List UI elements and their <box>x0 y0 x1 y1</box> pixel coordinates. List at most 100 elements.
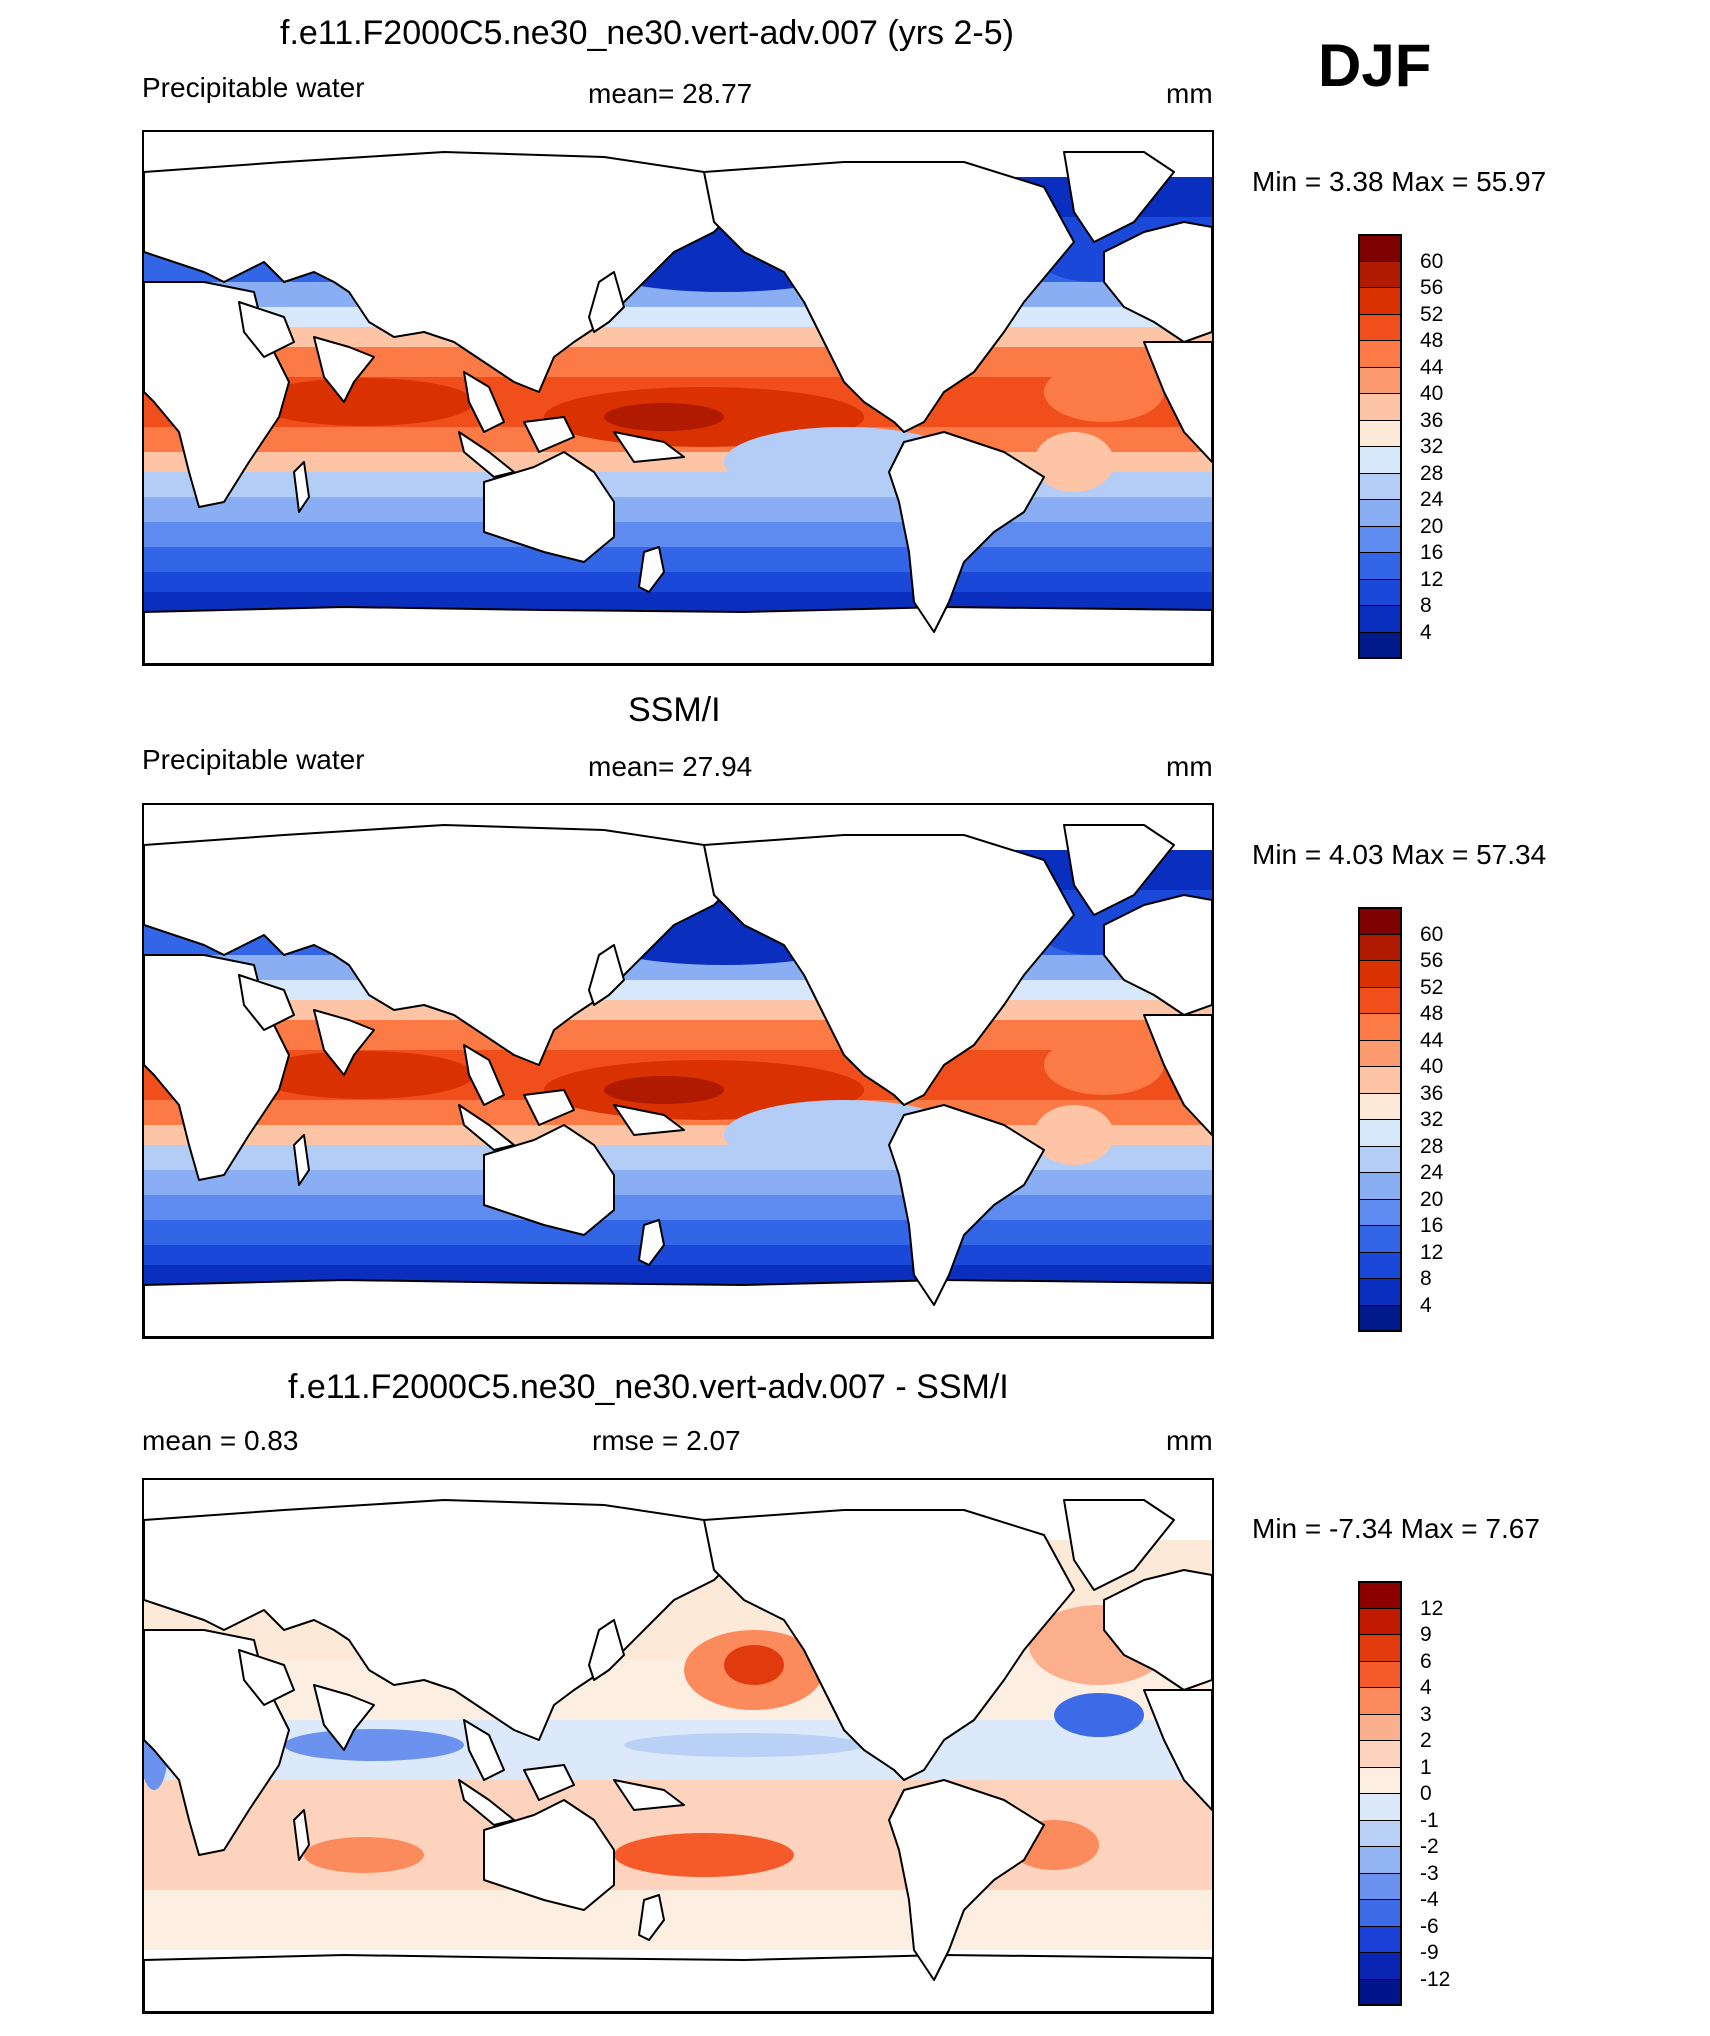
colorbar-swatch <box>1358 1846 1402 1874</box>
land-nz <box>638 1219 665 1266</box>
land-africaE <box>1143 1689 1212 1811</box>
land-arabia <box>238 1649 295 1706</box>
land-namerica <box>703 834 1075 1106</box>
land-madagascar <box>293 1134 310 1186</box>
field-blob <box>724 1645 784 1685</box>
field-blob <box>1054 1693 1144 1737</box>
colorbar-label: 8 <box>1420 1267 1432 1290</box>
field-blob <box>604 1076 724 1104</box>
land-newguinea <box>613 1104 685 1136</box>
land-japan <box>588 1619 625 1681</box>
colorbar-label: -12 <box>1420 1967 1451 1991</box>
colorbar-swatch <box>1358 1251 1402 1279</box>
colorbar-swatch <box>1358 1278 1402 1306</box>
colorbar-label: -4 <box>1420 1888 1439 1911</box>
land-australia <box>483 1799 615 1911</box>
minmax-label: Min = 3.38 Max = 55.97 <box>1252 166 1547 197</box>
land-japan <box>588 944 625 1006</box>
colorbar-label: 48 <box>1420 329 1444 352</box>
field-band <box>144 347 1212 378</box>
land-antarctica <box>144 606 1212 664</box>
colorbar-swatch <box>1358 446 1402 474</box>
colorbar-swatch <box>1358 1740 1402 1768</box>
colorbar-label: 6 <box>1420 1649 1432 1673</box>
colorbar-label: 9 <box>1420 1623 1432 1646</box>
land-india <box>313 336 375 403</box>
field-band <box>144 1220 1212 1246</box>
colorbar-label: 24 <box>1420 488 1444 511</box>
field-blob <box>614 1833 794 1877</box>
land-greenland <box>1063 151 1175 243</box>
colorbar-swatch <box>1358 419 1402 447</box>
colorbar-swatch <box>1358 525 1402 553</box>
colorbar-swatch <box>1358 1119 1402 1147</box>
map-diff <box>142 1478 1214 2014</box>
colorbar-swatch <box>1358 1660 1402 1688</box>
colorbar-label: 1 <box>1420 1755 1432 1779</box>
colorbar-swatch <box>1358 1899 1402 1927</box>
colorbar-swatch <box>1358 1581 1402 1609</box>
land-namerica <box>703 1509 1075 1781</box>
panel-title: f.e11.F2000C5.ne30_ne30.vert-adv.007 (yr… <box>280 14 1014 52</box>
variable-label: Precipitable water <box>142 744 365 775</box>
colorbar-swatch <box>1358 578 1402 606</box>
field-blob <box>254 378 474 426</box>
colorbar-swatch <box>1358 472 1402 500</box>
colorbar-swatch <box>1358 260 1402 288</box>
colorbar-label: 0 <box>1420 1782 1432 1805</box>
colorbar-label: -6 <box>1420 1914 1439 1938</box>
colorbar-label: 60 <box>1420 922 1444 946</box>
colorbar-swatch <box>1358 1225 1402 1253</box>
land-arabia <box>238 301 295 358</box>
colorbar-swatch <box>1358 1634 1402 1662</box>
minmax-label: Min = 4.03 Max = 57.34 <box>1252 839 1547 870</box>
field-band <box>144 307 1212 328</box>
colorbar-label: 12 <box>1420 567 1444 591</box>
field-band <box>144 497 1212 523</box>
field-blob <box>624 1733 864 1757</box>
field-band <box>144 1020 1212 1051</box>
land-samerica <box>888 431 1045 633</box>
colorbar-swatch <box>1358 313 1402 341</box>
colorbar-label: 44 <box>1420 355 1444 379</box>
land-australia <box>483 451 615 563</box>
colorbar-label: 60 <box>1420 249 1444 273</box>
colorbar-label: 24 <box>1420 1161 1444 1184</box>
land-namerica <box>703 161 1075 433</box>
colorbar-label: 12 <box>1420 1596 1444 1620</box>
field-blob <box>304 1837 424 1873</box>
field-band <box>144 980 1212 1001</box>
field-blob <box>1034 432 1114 492</box>
colorbar-swatch <box>1358 1925 1402 1953</box>
mean-label: mean = 0.83 <box>142 1425 299 1456</box>
colorbar-swatch <box>1358 1607 1402 1635</box>
land-greenland <box>1063 1499 1175 1591</box>
colorbar-swatch <box>1358 234 1402 262</box>
field-blob <box>1034 1105 1114 1165</box>
colorbar-label: 2 <box>1420 1729 1432 1752</box>
land-seasia <box>463 1044 505 1106</box>
colorbar-swatch <box>1358 986 1402 1014</box>
land-arabia <box>238 974 295 1031</box>
colorbar-swatch <box>1358 499 1402 527</box>
field-band <box>144 522 1212 548</box>
colorbar-label: 48 <box>1420 1002 1444 1025</box>
colorbar-swatch <box>1358 1793 1402 1821</box>
field-band <box>144 1890 1212 1951</box>
field-band <box>144 1195 1212 1221</box>
units-label: mm <box>1166 78 1213 109</box>
colorbar-swatch <box>1358 1145 1402 1173</box>
land-nz <box>638 546 665 593</box>
field-blob <box>604 403 724 431</box>
colorbar-label: 4 <box>1420 620 1432 644</box>
colorbar-label: 36 <box>1420 408 1444 432</box>
variable-label: Precipitable water <box>142 72 365 103</box>
land-europe <box>1103 1569 1212 1691</box>
colorbar-swatch <box>1358 1198 1402 1226</box>
land-seasia <box>463 1719 505 1781</box>
land-newguinea <box>613 431 685 463</box>
mean-label: mean= 28.77 <box>588 78 753 109</box>
colorbar-swatch <box>1358 393 1402 421</box>
colorbar-swatch <box>1358 1978 1402 2006</box>
colorbar-label: 28 <box>1420 461 1444 485</box>
